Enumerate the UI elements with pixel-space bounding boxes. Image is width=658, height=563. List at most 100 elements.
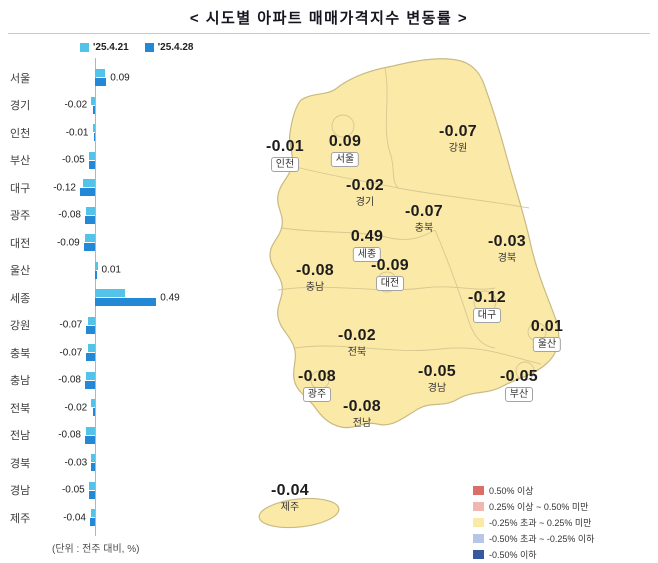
bar-segment <box>93 133 95 141</box>
bar-segment <box>88 151 95 160</box>
value-label: -0.04 <box>63 512 86 524</box>
bar-row-충북: 충북 -0.07 <box>8 339 240 367</box>
map-value: -0.02 <box>338 327 376 344</box>
bar-chart: '25.4.21 '25.4.28 서울 0.09 경기 -0.02 인천 -0.01 부산 -… <box>8 40 240 560</box>
bar-segment <box>83 243 95 251</box>
bar-segment <box>95 261 98 270</box>
map-label-경남: -0.05 경남 <box>418 363 456 395</box>
map-legend-swatch <box>473 502 484 511</box>
legend-label: '25.4.28 <box>157 42 194 53</box>
bar-row-광주: 광주 -0.08 <box>8 202 240 230</box>
map-label-강원: -0.07 강원 <box>439 123 477 155</box>
map-legend-swatch <box>473 534 484 543</box>
value-label: -0.02 <box>64 402 88 414</box>
province-border-line <box>281 227 436 240</box>
value-label: -0.08 <box>58 374 81 386</box>
map-value: -0.08 <box>296 262 334 279</box>
map-value: -0.09 <box>371 257 409 274</box>
region-label: 부산 <box>10 155 31 168</box>
map-label-대구: -0.12 대구 <box>468 289 506 323</box>
map-legend-label: 0.25% 이상 ~ 0.50% 미만 <box>489 502 589 512</box>
region-label: 경남 <box>10 485 31 498</box>
zero-axis-line <box>95 58 96 536</box>
region-label: 대전 <box>10 237 31 250</box>
bar-segment <box>95 289 125 297</box>
map-label-제주: -0.04 제주 <box>271 482 309 514</box>
map-label-전북: -0.02 전북 <box>338 327 376 359</box>
bar-row-세종: 세종 0.49 <box>8 284 240 312</box>
bar-segment <box>91 96 95 105</box>
province-border-line <box>277 286 496 291</box>
value-label: -0.12 <box>53 182 76 194</box>
map-region-name: 울산 <box>532 337 562 352</box>
bar-segment <box>87 316 95 325</box>
bar-row-대전: 대전 -0.09 <box>8 229 240 257</box>
region-label: 전남 <box>10 430 31 443</box>
bar-segment <box>86 206 95 215</box>
bar-segment <box>90 518 95 526</box>
value-label: -0.07 <box>59 347 83 359</box>
region-label: 인천 <box>10 127 31 140</box>
region-label: 제주 <box>10 512 31 525</box>
bar-segment <box>86 371 95 380</box>
bar-row-울산: 울산 0.01 <box>8 257 240 285</box>
region-label: 전북 <box>10 402 31 415</box>
value-label: -0.01 <box>65 127 89 139</box>
map-region-name: 충남 <box>305 282 325 293</box>
map-legend-swatch <box>473 518 484 527</box>
map-label-경북: -0.03 경북 <box>488 233 526 265</box>
map-label-충남: -0.08 충남 <box>296 262 334 294</box>
bar-segment <box>95 69 105 77</box>
map-label-부산: -0.05 부산 <box>500 368 538 402</box>
bar-segment <box>87 344 95 352</box>
map-labels-layer: -0.01 인천 0.09 서울 -0.07 강원 -0.02 경기 -0.07 충북 0.49 세종… <box>235 50 658 560</box>
region-label: 울산 <box>10 265 31 278</box>
map-region-name: 경남 <box>427 383 447 394</box>
page-title: < 시도별 아파트 매매가격지수 변동률 > <box>189 10 469 27</box>
bar-segment <box>82 179 95 187</box>
legend-label: '25.4.21 <box>93 42 129 53</box>
bar-segment <box>95 270 97 279</box>
bar-row-대구: 대구 -0.12 <box>8 174 240 202</box>
map-label-경기: -0.02 경기 <box>346 177 384 209</box>
map-label-대전: -0.09 대전 <box>371 257 409 291</box>
map-value: -0.05 <box>418 363 456 380</box>
map-region-name: 광주 <box>302 387 332 402</box>
title-divider <box>8 33 650 34</box>
bar-segment <box>88 490 95 499</box>
map-legend-row-3: -0.50% 초과 ~ -0.25% 이하 <box>473 532 594 545</box>
bar-row-강원: 강원 -0.07 <box>8 312 240 340</box>
bar-row-전남: 전남 -0.08 <box>8 422 240 450</box>
unit-note: (단위 : 전주 대비, %) <box>52 544 140 555</box>
map-legend-label: -0.25% 초과 ~ 0.25% 미만 <box>489 518 592 528</box>
bar-segment <box>85 380 95 389</box>
map-label-서울: 0.09 서울 <box>329 133 361 167</box>
region-label: 강원 <box>10 320 31 333</box>
map-label-충북: -0.07 충북 <box>405 203 443 235</box>
region-label: 세종 <box>10 292 31 305</box>
map-label-울산: 0.01 울산 <box>531 318 563 352</box>
map-region-name: 전남 <box>352 418 372 429</box>
province-border-line <box>397 187 530 209</box>
bar-row-경북: 경북 -0.03 <box>8 449 240 477</box>
value-label: -0.05 <box>61 484 85 496</box>
value-label: -0.02 <box>64 99 88 111</box>
bar-segment <box>88 160 95 169</box>
map-legend-swatch <box>473 550 484 559</box>
value-label: 0.01 <box>101 264 121 276</box>
region-label: 대구 <box>10 182 31 195</box>
map-legend-label: 0.50% 이상 <box>489 486 534 496</box>
korea-mainland-shape <box>269 58 560 429</box>
map-value: -0.12 <box>468 289 506 306</box>
map-label-전남: -0.08 전남 <box>343 398 381 430</box>
busan-boundary-line <box>515 361 535 381</box>
bar-segment <box>92 408 95 416</box>
bar-segment <box>85 215 95 224</box>
map-legend-row-4: -0.50% 이하 <box>473 548 594 561</box>
chart-legend-item-0: '25.4.21 <box>80 42 129 53</box>
region-label: 서울 <box>10 72 31 85</box>
map-legend-swatch <box>473 486 484 495</box>
value-label: 0.09 <box>110 72 130 84</box>
bar-segment <box>91 509 95 517</box>
value-label: -0.03 <box>64 457 88 469</box>
